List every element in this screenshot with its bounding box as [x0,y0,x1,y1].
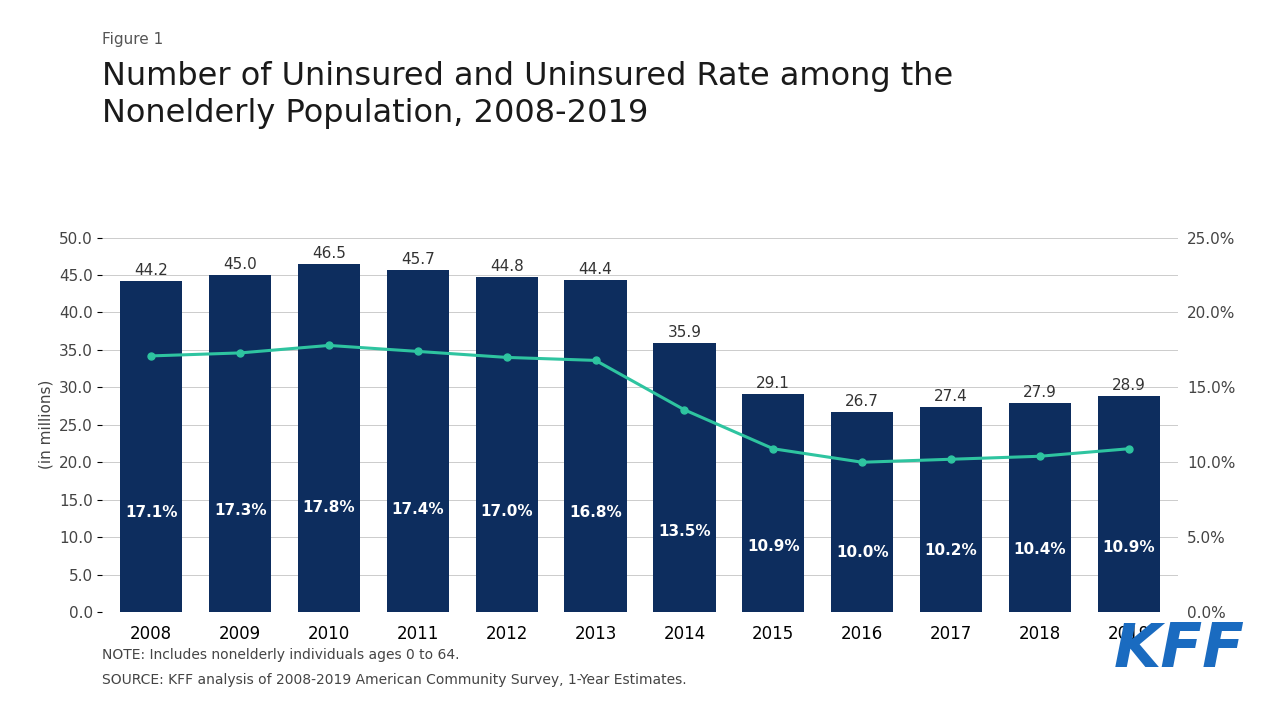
Text: KFF: KFF [1114,621,1244,680]
Bar [742,394,804,612]
Bar [298,264,360,612]
Text: 10.9%: 10.9% [1102,539,1155,554]
Bar [564,279,627,612]
Text: 17.8%: 17.8% [302,500,356,515]
Text: 17.3%: 17.3% [214,503,266,518]
Bar [920,407,982,612]
Text: 28.9: 28.9 [1112,377,1146,392]
Text: 35.9: 35.9 [667,325,701,340]
Bar [653,343,716,612]
Bar [1098,395,1160,612]
Text: 17.4%: 17.4% [392,502,444,517]
Text: 27.4: 27.4 [934,389,968,404]
Text: 29.1: 29.1 [756,376,790,391]
Text: Number of Uninsured and Uninsured Rate among the
Nonelderly Population, 2008-201: Number of Uninsured and Uninsured Rate a… [102,61,954,129]
Text: 44.4: 44.4 [579,261,612,276]
Text: 10.4%: 10.4% [1014,542,1066,557]
Text: 26.7: 26.7 [845,394,879,409]
Text: 10.9%: 10.9% [748,539,800,554]
Bar [387,270,449,612]
Text: Figure 1: Figure 1 [102,32,164,48]
Text: 16.8%: 16.8% [570,505,622,520]
Text: 27.9: 27.9 [1023,385,1057,400]
Bar [120,281,182,612]
Text: 44.8: 44.8 [490,258,524,274]
Bar [209,275,271,612]
Text: NOTE: Includes nonelderly individuals ages 0 to 64.: NOTE: Includes nonelderly individuals ag… [102,648,460,662]
Text: 17.1%: 17.1% [125,505,178,521]
Bar [1009,403,1071,612]
Text: 10.2%: 10.2% [924,543,978,558]
Y-axis label: (in millions): (in millions) [38,380,54,469]
Text: 44.2: 44.2 [134,263,168,278]
Bar [831,412,893,612]
Bar [476,276,538,612]
Text: 45.0: 45.0 [223,257,257,272]
Text: 10.0%: 10.0% [836,544,888,559]
Text: SOURCE: KFF analysis of 2008-2019 American Community Survey, 1-Year Estimates.: SOURCE: KFF analysis of 2008-2019 Americ… [102,673,687,687]
Text: 13.5%: 13.5% [658,524,710,539]
Text: 17.0%: 17.0% [480,504,532,519]
Text: 45.7: 45.7 [401,252,435,267]
Text: 46.5: 46.5 [312,246,346,261]
